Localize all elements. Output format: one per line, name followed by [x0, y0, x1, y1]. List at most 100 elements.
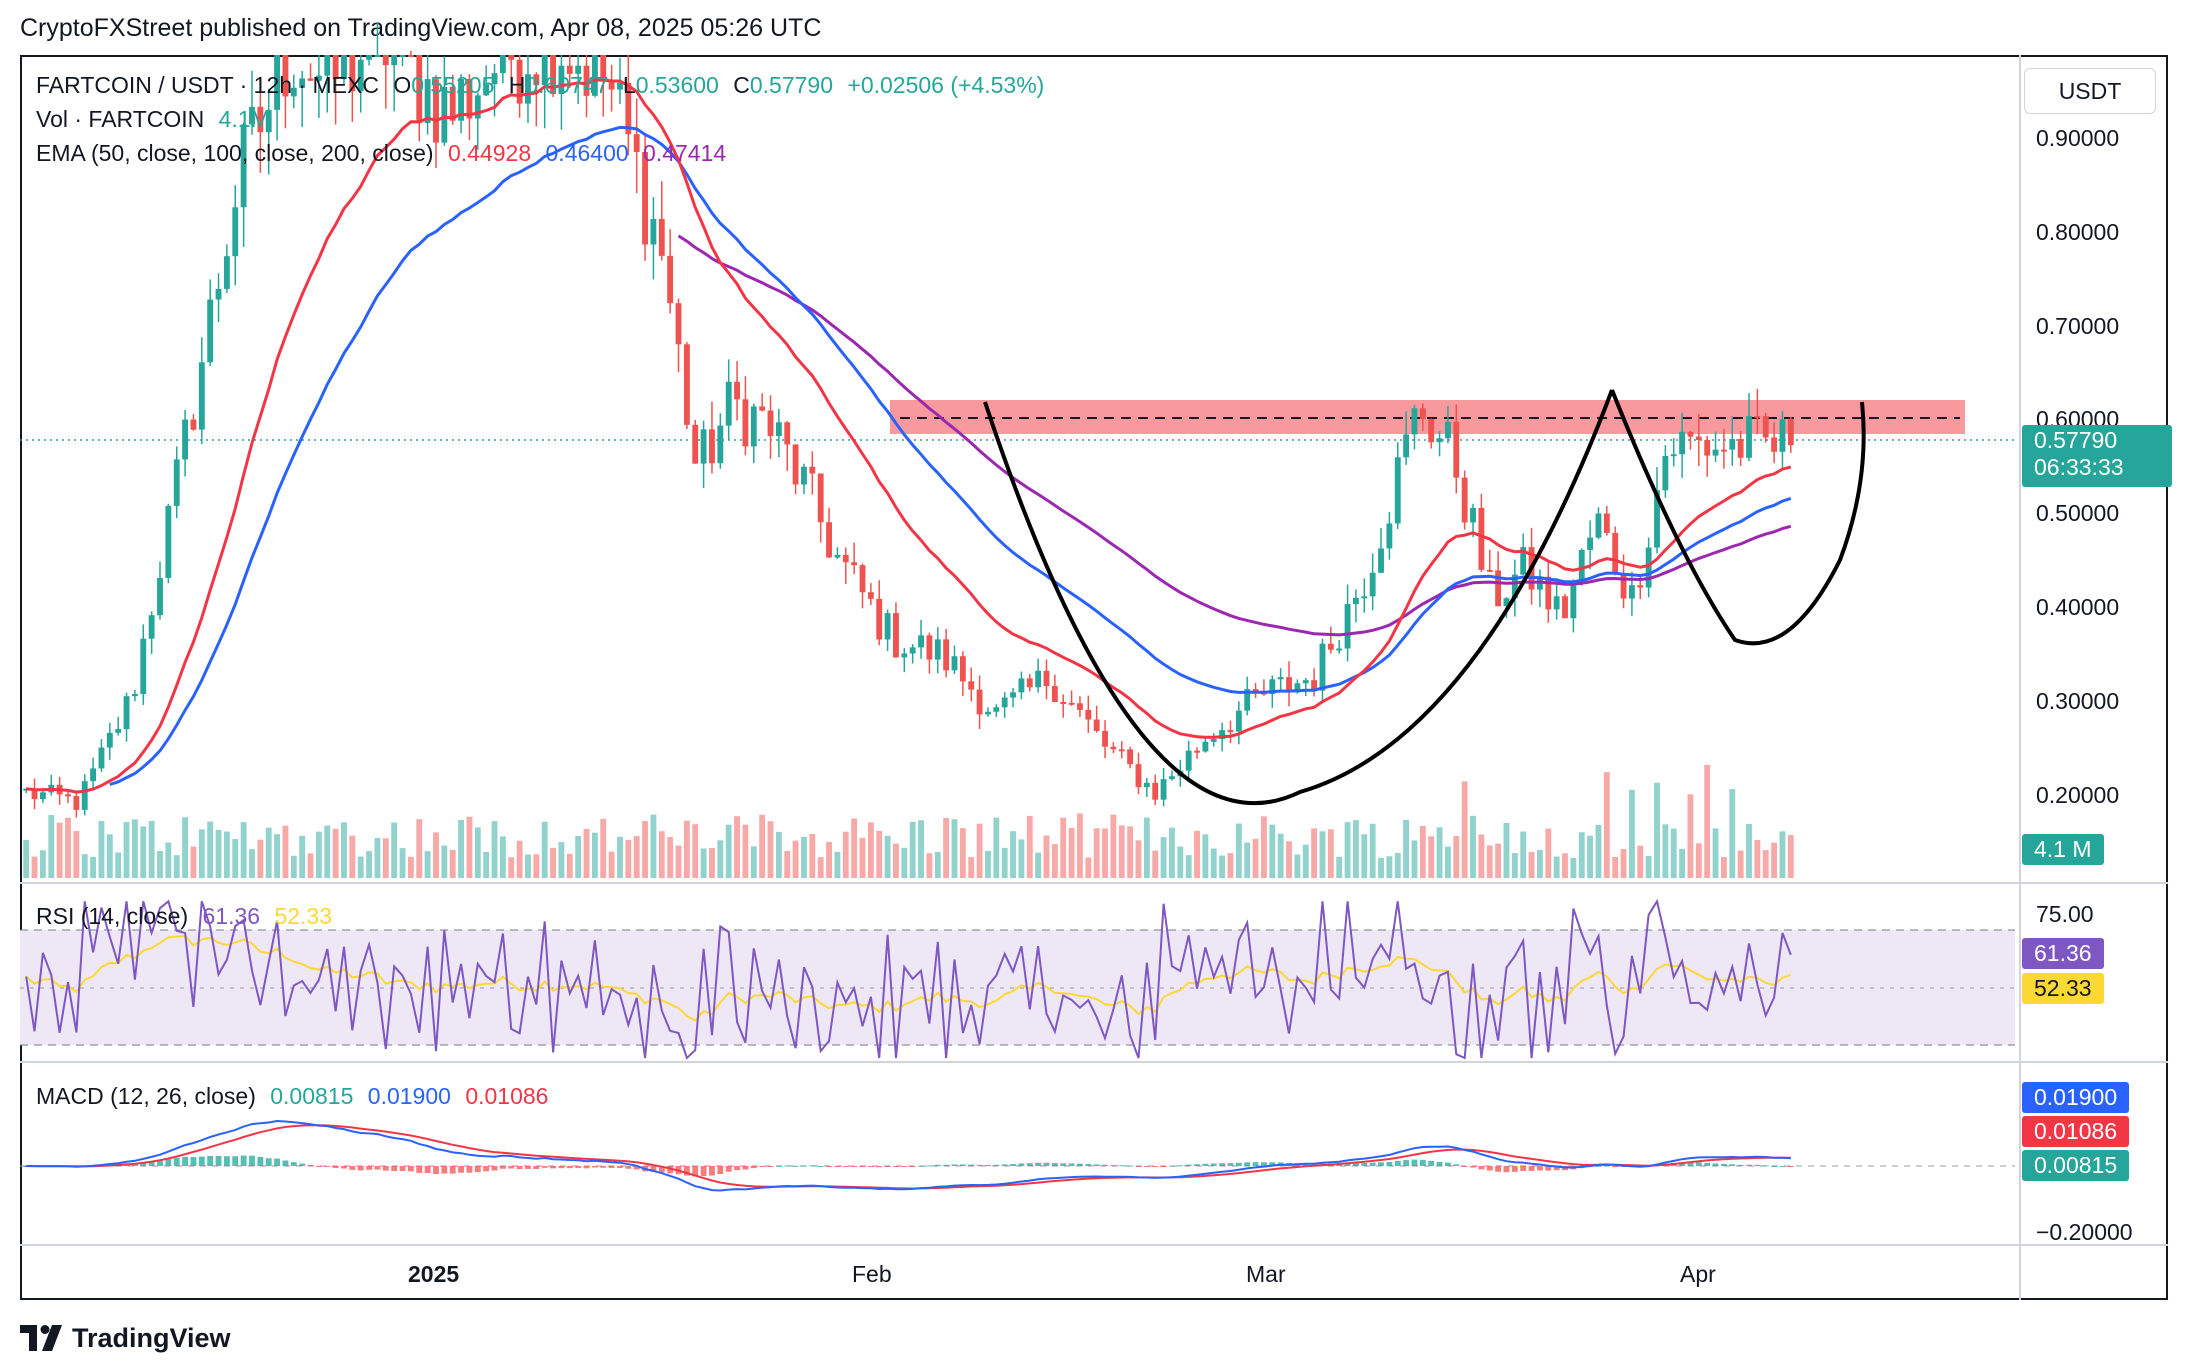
rsi-ma-value: 52.33: [274, 903, 333, 929]
volume-bar: [1578, 832, 1585, 878]
candle-body: [1478, 507, 1485, 570]
volume-bar: [106, 834, 113, 878]
volume-bar: [1503, 822, 1510, 878]
close-value: 0.57790: [749, 72, 833, 98]
candle-body: [157, 577, 163, 616]
macd-hist-bar: [1177, 1165, 1184, 1167]
rsi-label[interactable]: RSI (14, close): [36, 903, 189, 929]
candle-body: [901, 653, 908, 658]
candle-body: [1403, 434, 1410, 458]
macd-hist-bar: [1436, 1161, 1443, 1166]
volume-bar: [1219, 855, 1226, 878]
macd-hist-bar: [1787, 1166, 1794, 1167]
candle-body: [1102, 730, 1108, 747]
candle-body: [943, 639, 950, 671]
volume-label[interactable]: Vol · FARTCOIN: [36, 106, 205, 132]
volume-bar: [98, 820, 105, 878]
volume-bar: [867, 822, 874, 878]
macd-hist-bar: [1185, 1164, 1192, 1166]
volume-bar: [918, 820, 924, 878]
macd-hist-bar: [232, 1156, 239, 1166]
ema200-value: 0.47414: [643, 140, 727, 166]
candle-body: [1670, 454, 1677, 457]
macd-hist-bar: [1068, 1163, 1075, 1166]
candle-body: [851, 562, 858, 566]
macd-hist-bar: [809, 1165, 816, 1167]
candle-body: [223, 256, 230, 289]
candle-body: [1286, 677, 1292, 693]
volume-bar: [1093, 828, 1100, 878]
volume-bar: [81, 854, 88, 878]
candle-body: [1135, 764, 1142, 788]
candle-body: [491, 73, 498, 85]
volume-bar: [1302, 844, 1309, 878]
candle-body: [1026, 678, 1033, 688]
macd-hist-bar: [290, 1162, 297, 1166]
candle-body: [742, 399, 749, 447]
volume-bar: [1010, 831, 1016, 878]
volume-bar: [173, 855, 180, 878]
macd-hist-bar: [315, 1166, 322, 1167]
candle-body: [1428, 419, 1435, 443]
chart-frame[interactable]: [20, 55, 2168, 1300]
candle-body: [508, 55, 515, 60]
macd-hist-bar: [1394, 1160, 1401, 1166]
price-tick: 0.50000: [2036, 500, 2120, 526]
volume-bar: [725, 824, 732, 878]
ema-label[interactable]: EMA (50, close, 100, close, 200, close): [36, 140, 434, 166]
volume-bar: [759, 814, 766, 878]
macd-hist-bar: [1386, 1161, 1393, 1166]
volume-bar: [1562, 853, 1568, 878]
candle-body: [692, 424, 699, 464]
volume-bar: [290, 855, 297, 878]
macd-hist-bar: [1077, 1163, 1083, 1166]
macd-hist-bar: [466, 1166, 473, 1173]
macd-hist-bar: [725, 1166, 732, 1172]
candle-body: [600, 55, 607, 82]
candle-body: [1210, 738, 1217, 742]
volume-bar: [951, 819, 958, 878]
volume-bar: [817, 857, 824, 878]
volume-bar: [65, 817, 71, 878]
candle-body: [458, 79, 464, 121]
macd-hist-bar: [1227, 1163, 1234, 1166]
candle-body: [240, 124, 247, 208]
candle-body: [591, 55, 598, 96]
macd-hist-bar: [1194, 1164, 1200, 1166]
macd-hist-bar: [608, 1166, 615, 1168]
candle-body: [1043, 670, 1050, 687]
candle-body: [274, 55, 281, 110]
volume-bar: [190, 846, 197, 878]
volume-bar: [466, 816, 473, 878]
macd-hist-bar: [541, 1166, 548, 1168]
volume-bar: [600, 818, 607, 878]
candle-body: [1369, 572, 1376, 597]
volume-bar: [1227, 853, 1234, 878]
tradingview-footer[interactable]: TradingView: [20, 1320, 231, 1356]
candle-body: [1202, 741, 1209, 752]
volume-bar: [1704, 764, 1711, 878]
currency-button[interactable]: USDT: [2024, 68, 2156, 114]
volume-bar: [508, 857, 515, 878]
symbol-label[interactable]: FARTCOIN / USDT · 12h · MEXC: [36, 72, 379, 98]
volume-bar: [525, 854, 531, 878]
candle-body: [993, 707, 1000, 712]
macd-hist-bar: [1202, 1163, 1209, 1166]
macd-label[interactable]: MACD (12, 26, close): [36, 1083, 256, 1109]
candle-body: [1169, 776, 1175, 780]
volume-bar: [1444, 846, 1451, 878]
macd-hist-bar: [1403, 1160, 1410, 1166]
macd-hist-bar: [516, 1166, 523, 1170]
volume-bar: [1436, 827, 1443, 878]
candle-body: [1018, 678, 1025, 693]
handle-pattern-curve: [1610, 389, 1866, 646]
candle-body: [1419, 408, 1426, 420]
candle-body: [683, 344, 690, 425]
candle-body: [1553, 596, 1560, 610]
candle-body: [324, 55, 331, 76]
close-label: C: [733, 72, 750, 98]
volume-bar: [1369, 823, 1376, 878]
macd-hist-bar: [1712, 1163, 1719, 1166]
volume-bar: [1754, 840, 1761, 878]
